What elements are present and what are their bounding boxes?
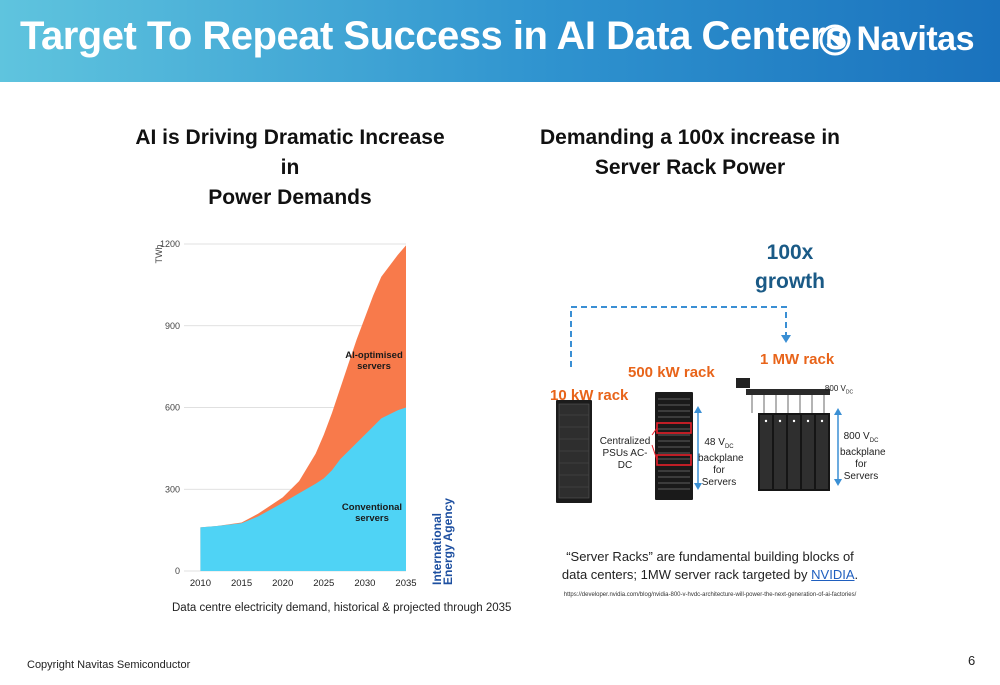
v800-sub: DC [869, 438, 879, 444]
conventional-area [200, 407, 406, 571]
y-tick-label: 900 [165, 321, 180, 331]
rack-1mw-label: 1 MW rack [760, 351, 835, 368]
navitas-logo: Navitas [819, 20, 975, 59]
y-tick-label: 600 [165, 403, 180, 413]
y-tick-label: 1200 [160, 239, 180, 249]
x-tick-label: 2010 [190, 578, 211, 589]
left-section-title: AI is Driving Dramatic Increase in Power… [130, 123, 450, 213]
rack-illustration [556, 306, 842, 503]
psu-line1: Centralized [599, 436, 651, 447]
growth-bracket [570, 306, 791, 367]
iea-source-label: International Energy Agency [430, 498, 455, 585]
v800-top: 800 V [824, 384, 846, 393]
rack-10kw-image [556, 400, 592, 503]
v48-line3: for Servers [701, 465, 737, 488]
y-axis-label: TWh [154, 245, 164, 264]
growth-line1: 100x [766, 241, 814, 264]
v800-line3: for Servers [843, 459, 879, 482]
iea-line2: Energy Agency [441, 498, 455, 585]
backplane-48v-label: 48 VDC backplane for Servers [698, 437, 744, 489]
conventional-series-label-line2: servers [355, 513, 389, 524]
psu-line2: PSUs AC-DC [602, 448, 648, 471]
right-title-line2: Server Rack Power [594, 156, 786, 179]
rack-10kw-label: 10 kW rack [550, 387, 629, 404]
psu-label: Centralized PSUs AC-DC [598, 436, 652, 472]
top-800v-label: 800 VDC [821, 383, 857, 399]
electricity-demand-chart: 0 300 600 900 1200 TWh 2010 2015 2020 2025 2030 203… [150, 230, 450, 630]
right-section-title: Demanding a 100x increase in Server Rack… [540, 123, 840, 183]
conventional-series-label-line1: Conventional [342, 502, 402, 513]
footnote-text: “Server Racks” are fundamental building … [561, 549, 854, 582]
footnote-end: . [854, 567, 859, 582]
v800-line2: backplane [840, 447, 886, 458]
server-rack-footnote: “Server Racks” are fundamental building … [560, 548, 860, 584]
v48-line2: backplane [698, 453, 744, 464]
page-title: Target To Repeat Success in AI Data Cent… [20, 14, 847, 58]
rack-500kw-image [651, 392, 702, 500]
x-tick-label: 2030 [354, 578, 375, 589]
ai-series-label-line2: servers [357, 361, 391, 372]
growth-line2: growth [755, 270, 825, 293]
x-tick-label: 2015 [231, 578, 252, 589]
chart-caption: Data centre electricity demand, historic… [172, 602, 512, 614]
growth-label: 100x growth [740, 238, 840, 296]
v800-top-sub: DC [845, 389, 854, 396]
y-tick-label: 300 [165, 484, 180, 494]
ai-series-label-line1: AI-optimised [345, 350, 403, 361]
copyright-text: Copyright Navitas Semiconductor [27, 659, 191, 671]
source-url[interactable]: https://developer.nvidia.com/blog/nvidia… [563, 592, 857, 598]
left-title-line2: Power Demands [208, 186, 372, 209]
x-tick-label: 2025 [313, 578, 334, 589]
navitas-n-icon [819, 24, 851, 55]
v48-sub: DC [724, 444, 734, 450]
rack-500kw-label: 500 kW rack [628, 364, 715, 381]
rack-1mw-image [736, 378, 842, 491]
y-tick-label: 0 [175, 566, 180, 576]
right-title-line1: Demanding a 100x increase in [540, 126, 840, 149]
v48-line1: 48 V [704, 437, 725, 448]
x-tick-label: 2020 [272, 578, 293, 589]
backplane-800v-label: 800 VDC backplane for Servers [840, 431, 886, 483]
logo-text: Navitas [856, 20, 975, 58]
v800-line1: 800 V [843, 431, 870, 442]
header-banner: Target To Repeat Success in AI Data Cent… [0, 0, 1000, 82]
nvidia-link[interactable]: NVIDIA [811, 567, 855, 582]
page-number: 6 [968, 653, 976, 668]
x-tick-label: 2035 [395, 578, 416, 589]
left-title-line1: AI is Driving Dramatic Increase in [135, 126, 445, 179]
